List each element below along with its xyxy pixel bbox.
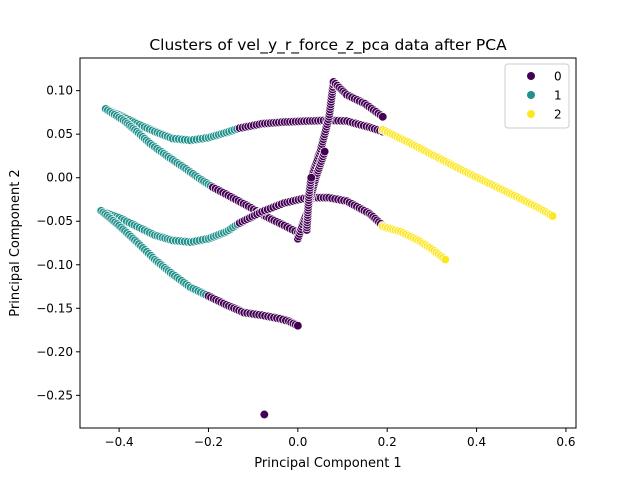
x-axis-label: Principal Component 1: [254, 456, 401, 471]
points-layer: [96, 77, 558, 420]
legend-label: 0: [554, 70, 562, 84]
data-point-cluster-0: [259, 409, 269, 420]
y-tick-label: −0.10: [36, 258, 73, 272]
y-axis-ticks: −0.25 −0.20 −0.15 −0.10 −0.05 0.00 0.05 0.10: [36, 84, 80, 402]
y-tick-label: −0.05: [36, 214, 73, 228]
legend-marker-cluster-0: [527, 72, 535, 80]
x-tick-label: −0.2: [194, 435, 223, 449]
data-point-cluster-0: [293, 321, 303, 331]
y-tick-label: −0.25: [36, 388, 73, 402]
plot-frame: [79, 57, 577, 429]
y-axis-label: Principal Component 2: [8, 169, 23, 316]
x-tick-label: 0.0: [288, 435, 307, 449]
y-tick-label: 0.05: [46, 127, 73, 141]
x-axis-ticks: −0.4 −0.2 0.0 0.2 0.4 0.6: [105, 428, 575, 449]
chart-title: Clusters of vel_y_r_force_z_pca data aft…: [149, 36, 507, 55]
x-tick-label: 0.6: [556, 435, 575, 449]
data-point-cluster-0: [319, 146, 330, 157]
x-tick-label: 0.4: [467, 435, 486, 449]
x-tick-label: −0.4: [105, 435, 134, 449]
legend-marker-cluster-1: [527, 91, 535, 99]
data-point-cluster-2: [440, 254, 450, 265]
data-point-cluster-0: [306, 173, 316, 183]
y-tick-label: −0.15: [36, 301, 73, 315]
x-tick-label: 0.2: [378, 435, 397, 449]
legend-label: 1: [554, 89, 562, 103]
y-tick-label: −0.20: [36, 345, 73, 359]
legend: 0 1 2: [504, 63, 570, 129]
data-point-cluster-0: [378, 112, 388, 122]
legend-marker-cluster-2: [527, 110, 535, 118]
y-tick-label: 0.10: [46, 84, 73, 98]
data-point-cluster-2: [547, 211, 558, 221]
legend-box: [504, 63, 570, 129]
y-tick-label: 0.00: [46, 171, 73, 185]
legend-label: 2: [554, 108, 562, 122]
